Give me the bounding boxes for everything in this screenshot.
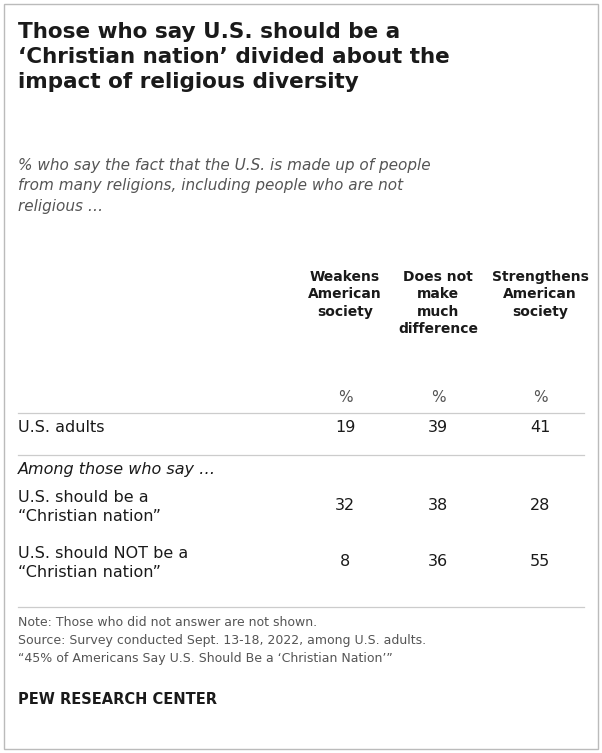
Text: %: %: [533, 390, 547, 405]
Text: Does not
make
much
difference: Does not make much difference: [398, 270, 478, 336]
Text: Those who say U.S. should be a
‘Christian nation’ divided about the
impact of re: Those who say U.S. should be a ‘Christia…: [18, 22, 450, 92]
Text: 41: 41: [530, 420, 550, 435]
Text: 39: 39: [428, 420, 448, 435]
Text: U.S. should NOT be a
“Christian nation”: U.S. should NOT be a “Christian nation”: [18, 546, 188, 581]
Text: %: %: [430, 390, 445, 405]
Text: 19: 19: [335, 420, 355, 435]
Text: % who say the fact that the U.S. is made up of people
from many religions, inclu: % who say the fact that the U.S. is made…: [18, 158, 430, 214]
Text: 55: 55: [530, 554, 550, 569]
Text: Strengthens
American
society: Strengthens American society: [492, 270, 588, 319]
Text: %: %: [338, 390, 352, 405]
Text: 8: 8: [340, 554, 350, 569]
Text: 32: 32: [335, 498, 355, 513]
Text: 28: 28: [530, 498, 550, 513]
Text: PEW RESEARCH CENTER: PEW RESEARCH CENTER: [18, 692, 217, 707]
Text: Weakens
American
society: Weakens American society: [308, 270, 382, 319]
Text: 38: 38: [428, 498, 448, 513]
Text: 36: 36: [428, 554, 448, 569]
Text: Among those who say …: Among those who say …: [18, 462, 216, 477]
Text: U.S. should be a
“Christian nation”: U.S. should be a “Christian nation”: [18, 490, 161, 524]
Text: Note: Those who did not answer are not shown.
Source: Survey conducted Sept. 13-: Note: Those who did not answer are not s…: [18, 616, 426, 665]
Text: U.S. adults: U.S. adults: [18, 420, 105, 435]
